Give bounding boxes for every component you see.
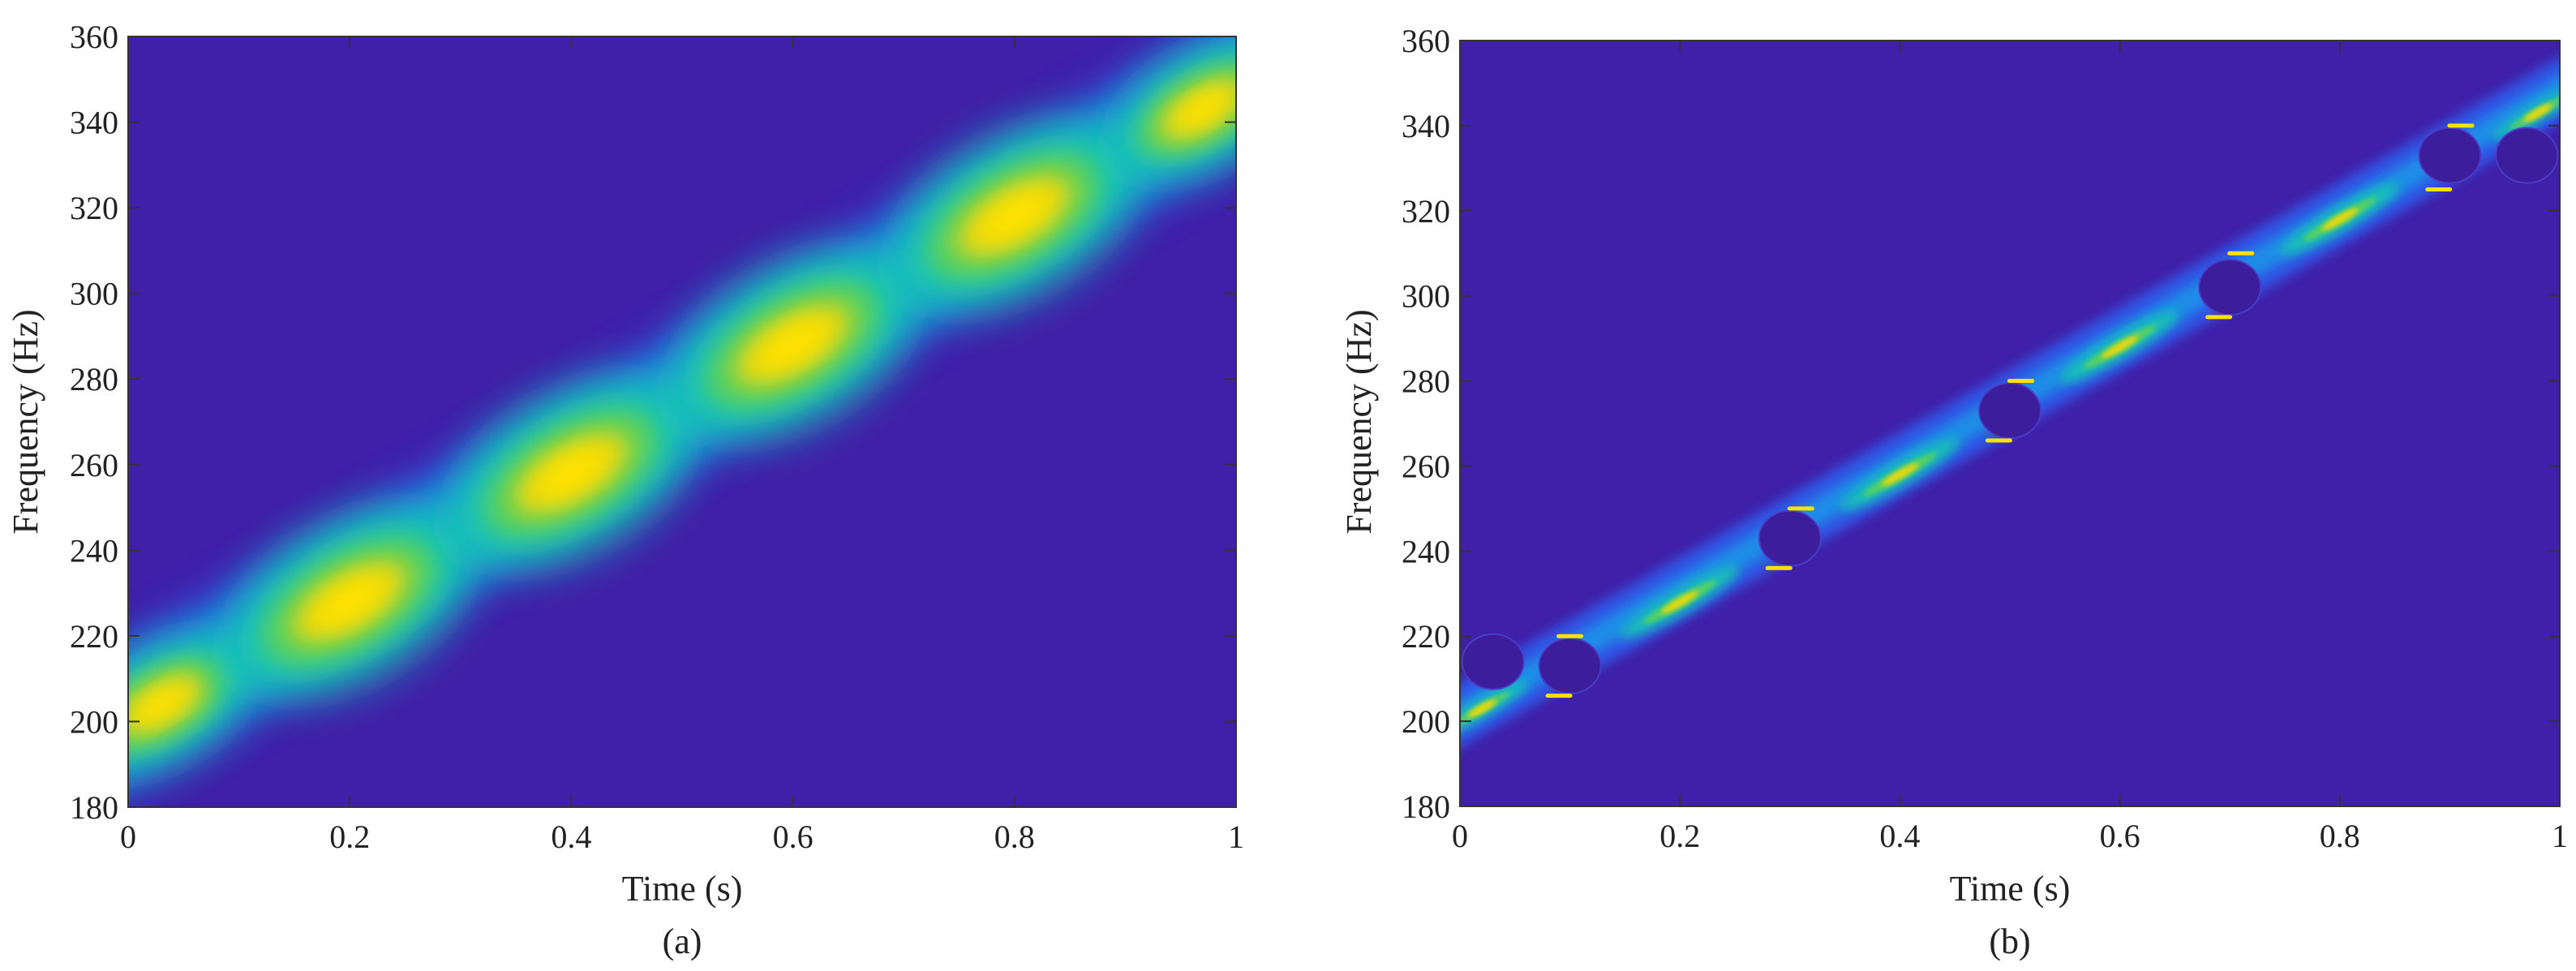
y-tick-label: 180: [70, 789, 118, 826]
x-tick-label: 0.4: [1879, 818, 1920, 854]
panel-label-b: (b): [1989, 922, 2030, 961]
energy-blob: [1620, 566, 1740, 638]
x-tick-label: 0.8: [994, 818, 1035, 855]
y-tick-label: 360: [70, 19, 118, 55]
energy-blob: [1460, 681, 1528, 737]
y-tick-label: 260: [70, 447, 118, 483]
x-tick-label: 1: [1228, 818, 1244, 855]
energy-blob: [667, 248, 919, 441]
x-tick-label: 1: [2552, 818, 2568, 854]
y-tick-label: 200: [1402, 703, 1450, 740]
chart-panel-b: 0 0.2 0.4 0.6 0.8 1 180 200 220 240 260 280 300 320 3…: [1339, 23, 2568, 961]
x-tick-label: 0.4: [551, 818, 591, 855]
panel-label-a: (a): [663, 922, 702, 961]
energy-blob: [889, 120, 1140, 313]
y-tick-label: 220: [1402, 618, 1450, 655]
x-tick-label: 0.8: [2320, 818, 2360, 854]
crossing-hole: [1758, 509, 1822, 567]
crossing-hole: [2198, 259, 2262, 316]
x-tick-label: 0: [120, 818, 136, 855]
x-tick-label: 0.2: [329, 818, 370, 855]
crossing-hole: [1461, 633, 1525, 690]
crossing-hole: [2495, 127, 2559, 184]
x-tick-label: 0.2: [1659, 818, 1700, 854]
y-tick-label: 240: [1402, 533, 1450, 569]
x-tick-label: 0: [1452, 818, 1468, 854]
chart-panel-a: 0 0.2 0.4 0.6 0.8 1 180 200 220 240 260 280 300 320 3…: [6, 19, 1244, 961]
y-tick-label: 340: [1402, 108, 1450, 144]
y-axis-title-b: Frequency (Hz): [1339, 309, 1379, 534]
crossing-hole: [1538, 637, 1602, 694]
energy-blob: [2492, 85, 2560, 141]
y-tick-label: 260: [1402, 448, 1450, 484]
y-tick-label: 280: [1402, 363, 1450, 400]
heatmap-a: [128, 37, 1236, 786]
plot-frame-b: [1459, 40, 2561, 807]
crossing-hole: [2418, 127, 2482, 184]
heatmap-b: [1460, 57, 2560, 748]
energy-blob: [2060, 311, 2180, 383]
y-tick-label: 180: [1402, 788, 1450, 825]
x-axis-title-a: Time (s): [622, 869, 743, 909]
y-axis-b: 180 200 220 240 260 280 300 320 340 360: [1402, 23, 2560, 825]
x-tick-label: 0.6: [2100, 818, 2140, 854]
y-axis-a: 180 200 220 240 260 280 300 320 340 360: [70, 19, 1236, 826]
y-tick-label: 200: [70, 703, 118, 740]
energy-blob: [1840, 438, 1960, 511]
x-axis-a: 0 0.2 0.4 0.6 0.8 1: [120, 37, 1244, 855]
y-axis-title-a: Frequency (Hz): [6, 309, 45, 534]
y-tick-label: 280: [70, 361, 118, 397]
x-axis-title-b: Time (s): [1950, 869, 2071, 909]
energy-blob: [224, 505, 475, 698]
y-tick-label: 220: [70, 618, 118, 655]
x-axis-b: 0 0.2 0.4 0.6 0.8 1: [1452, 41, 2568, 854]
y-tick-label: 300: [1402, 278, 1450, 315]
y-tick-label: 320: [1402, 193, 1450, 230]
energy-blob: [445, 376, 698, 569]
y-tick-label: 300: [70, 276, 118, 312]
plot-frame-a: [127, 36, 1237, 808]
y-tick-label: 360: [1402, 23, 1450, 59]
y-tick-label: 340: [70, 105, 118, 141]
x-tick-label: 0.6: [773, 818, 814, 855]
crossing-hole: [1978, 382, 2041, 440]
y-tick-label: 320: [70, 190, 118, 226]
y-tick-label: 240: [70, 532, 118, 569]
energy-blob: [2280, 183, 2400, 256]
